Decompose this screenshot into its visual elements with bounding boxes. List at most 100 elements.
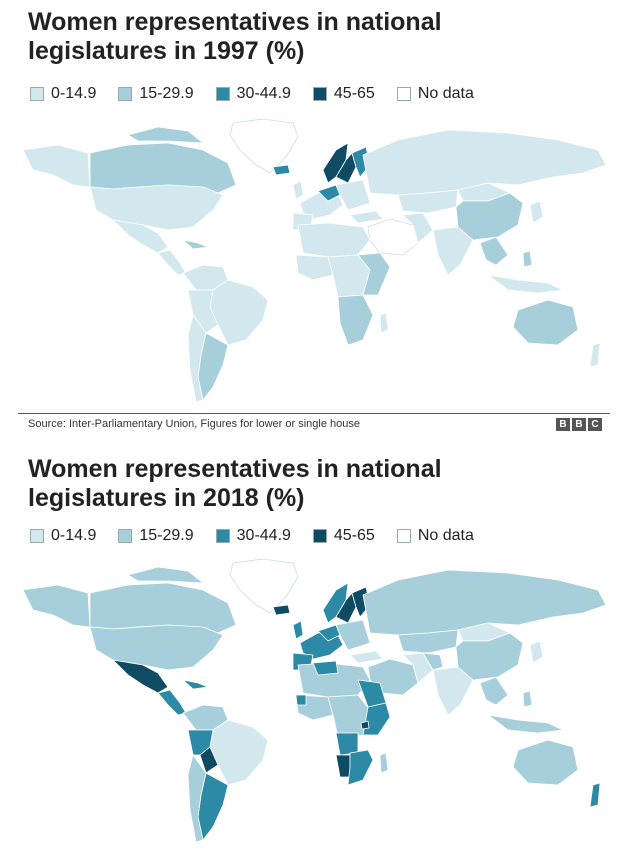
- eastern-europe: [335, 179, 371, 211]
- japan-korea: [529, 200, 544, 224]
- source-text: Source: Inter-Parliamentary Union, Figur…: [28, 418, 360, 430]
- map-1997-title: Women representatives in national legisl…: [28, 8, 442, 66]
- greenland: [229, 558, 299, 614]
- legend-item-0-14.9: 0-14.9: [30, 85, 96, 103]
- iceland: [272, 164, 291, 176]
- usa: [89, 184, 224, 231]
- legend-label: No data: [417, 85, 474, 102]
- west-africa: [295, 254, 334, 281]
- namibia: [335, 754, 351, 778]
- legend-item-45-65: 45-65: [312, 527, 375, 545]
- legend-swatch: [215, 87, 230, 101]
- indonesia: [487, 274, 564, 294]
- afghanistan-pakistan: [422, 652, 444, 671]
- angola-drc: [335, 732, 359, 756]
- senegal: [295, 694, 307, 706]
- north-africa: [297, 222, 371, 258]
- world-map-2018: [22, 558, 607, 843]
- map-2018-title-line2: legislatures in 2018 (%): [28, 484, 305, 512]
- legend-1997: 0-14.9 15-29.9 30-44.9 45-65 No data: [30, 85, 496, 103]
- australia: [512, 739, 579, 786]
- usa: [89, 624, 224, 671]
- legend-item-15-29.9: 15-29.9: [118, 527, 194, 545]
- central-america: [157, 689, 187, 716]
- new-zealand: [589, 782, 601, 808]
- philippines: [522, 250, 533, 268]
- greenland: [229, 118, 299, 174]
- legend-swatch: [118, 529, 133, 543]
- legend-item-no-data: No data: [396, 527, 474, 545]
- australia: [512, 299, 579, 346]
- legend-swatch: [312, 87, 327, 101]
- china: [455, 192, 524, 241]
- central-america: [157, 249, 187, 276]
- legend-swatch: [396, 87, 411, 101]
- japan-korea: [529, 640, 544, 664]
- mexico: [112, 659, 169, 694]
- legend-swatch: [396, 529, 411, 543]
- iran: [402, 652, 434, 684]
- southeast-asia: [479, 676, 509, 706]
- philippines: [522, 690, 533, 708]
- chile: [187, 754, 207, 843]
- middle-east: [367, 218, 419, 256]
- madagascar: [379, 312, 389, 334]
- legend-item-45-65: 45-65: [312, 85, 375, 103]
- legend-label: 15-29.9: [139, 527, 194, 544]
- world-map-1997: [22, 118, 607, 403]
- east-africa: [362, 702, 391, 736]
- legend-swatch: [215, 529, 230, 543]
- legend-label: 30-44.9: [236, 527, 291, 544]
- iceland: [272, 604, 291, 616]
- legend-swatch: [30, 87, 44, 101]
- legend-swatch: [312, 529, 327, 543]
- china: [455, 632, 524, 681]
- map-1997-title-line1: Women representatives in national: [28, 8, 442, 36]
- caribbean: [182, 679, 209, 690]
- uk: [292, 620, 304, 640]
- alaska: [22, 144, 91, 188]
- map-2018-title-line1: Women representatives in national: [28, 455, 442, 483]
- legend-label: 0-14.9: [51, 527, 97, 544]
- southern-africa: [337, 294, 374, 346]
- turkey: [349, 210, 384, 224]
- brazil: [209, 719, 269, 786]
- indonesia: [487, 714, 564, 734]
- brazil: [209, 279, 269, 346]
- legend-item-30-44.9: 30-44.9: [215, 85, 291, 103]
- bolivia: [199, 746, 219, 774]
- legend-swatch: [30, 529, 44, 543]
- iran: [402, 212, 434, 244]
- rwanda: [360, 720, 370, 730]
- southeast-asia: [479, 236, 509, 266]
- legend-label: 15-29.9: [139, 85, 194, 102]
- east-africa: [357, 252, 391, 296]
- legend-item-30-44.9: 30-44.9: [215, 527, 291, 545]
- madagascar: [379, 752, 389, 774]
- legend-label: No data: [417, 527, 474, 544]
- new-zealand: [589, 342, 601, 368]
- legend-label: 30-44.9: [236, 85, 291, 102]
- legend-item-15-29.9: 15-29.9: [118, 85, 194, 103]
- uk: [292, 180, 304, 200]
- legend-2018: 0-14.9 15-29.9 30-44.9 45-65 No data: [30, 527, 496, 545]
- legend-item-no-data: No data: [396, 85, 474, 103]
- eastern-europe: [335, 619, 371, 651]
- caribbean: [182, 239, 209, 250]
- chile: [187, 314, 207, 403]
- footer-1997: Source: Inter-Parliamentary Union, Figur…: [18, 413, 610, 434]
- legend-label: 45-65: [333, 85, 375, 102]
- mexico: [112, 219, 169, 254]
- turkey: [349, 650, 384, 664]
- southern-africa: [347, 749, 374, 786]
- canada-islands: [127, 126, 204, 144]
- alaska: [22, 584, 91, 628]
- legend-label: 45-65: [333, 527, 375, 544]
- canada-islands: [127, 566, 204, 584]
- legend-label: 0-14.9: [51, 85, 97, 102]
- legend-item-0-14.9: 0-14.9: [30, 527, 96, 545]
- map-1997-title-line2: legislatures in 1997 (%): [28, 37, 305, 65]
- legend-swatch: [118, 87, 133, 101]
- map-2018-title: Women representatives in national legisl…: [28, 455, 442, 513]
